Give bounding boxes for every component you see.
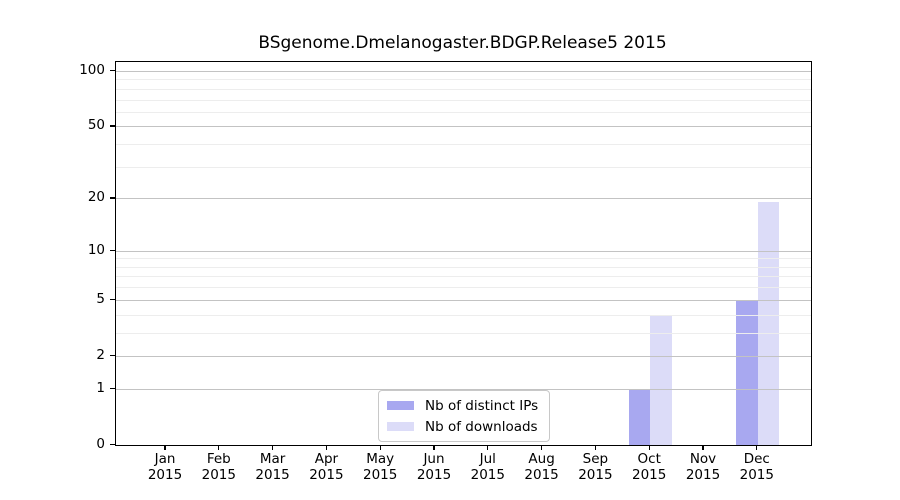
legend: Nb of distinct IPs Nb of downloads [378, 390, 551, 442]
x-axis-tick [648, 445, 650, 450]
y-axis-tick [109, 298, 115, 301]
x-label-month: Jul [479, 451, 496, 467]
minor-gridline [116, 266, 811, 268]
bar-distinct-ips-oct [628, 388, 651, 445]
major-gridline [116, 388, 811, 390]
distinct-ips-swatch-icon [387, 400, 414, 411]
minor-gridline [116, 99, 811, 101]
x-axis-tick-label: Oct 2015 [617, 451, 681, 483]
y-axis-tick-label: 20 [87, 189, 105, 206]
x-label-year: 2015 [255, 466, 290, 483]
x-axis-tick-label: Nov 2015 [671, 451, 735, 483]
x-axis-tick-label: May 2015 [348, 451, 412, 483]
minor-gridline [116, 111, 811, 113]
x-label-month: Jan [154, 451, 176, 467]
x-axis-tick [271, 445, 274, 450]
y-axis-tick-label: 50 [87, 117, 105, 134]
minor-gridline [116, 79, 811, 81]
major-gridline [116, 250, 811, 252]
x-label-year: 2015 [470, 466, 505, 483]
x-axis-tick [325, 445, 328, 450]
major-gridline [116, 299, 811, 301]
major-gridline [116, 355, 811, 357]
x-axis-tick [433, 445, 435, 450]
x-label-year: 2015 [309, 466, 344, 483]
x-label-month: Nov [689, 451, 717, 467]
major-gridline [116, 198, 811, 200]
x-label-month: Aug [528, 451, 555, 467]
x-label-month: Dec [743, 451, 770, 467]
x-label-month: Feb [206, 451, 231, 467]
x-axis-tick-label: Apr 2015 [294, 451, 358, 483]
minor-gridline [116, 144, 811, 146]
x-label-year: 2015 [632, 466, 667, 483]
x-axis-tick [702, 445, 704, 450]
legend-entry: Nb of distinct IPs [387, 395, 538, 416]
y-axis-tick [109, 354, 115, 357]
x-axis-tick [756, 445, 758, 450]
minor-gridline [116, 332, 811, 334]
x-label-month: May [366, 451, 395, 467]
y-axis-tick-label: 10 [87, 241, 105, 258]
x-label-month: Sep [582, 451, 609, 467]
x-axis-tick [594, 445, 597, 450]
legend-label: Nb of distinct IPs [425, 397, 539, 414]
y-axis-tick-label: 100 [79, 62, 105, 78]
y-axis-tick-label: 0 [96, 436, 105, 452]
x-axis-tick-label: Aug 2015 [510, 451, 574, 483]
x-axis-tick-label: Dec 2015 [725, 451, 789, 483]
x-label-year: 2015 [739, 466, 774, 483]
minor-gridline [116, 258, 811, 260]
minor-gridline [116, 276, 811, 278]
x-label-month: Apr [314, 451, 339, 467]
x-label-year: 2015 [201, 466, 236, 483]
x-label-month: Mar [259, 451, 286, 467]
x-label-month: Oct [637, 451, 661, 467]
x-axis-tick [379, 445, 381, 450]
legend-label: Nb of downloads [425, 418, 538, 435]
x-axis-tick-label: Jul 2015 [456, 451, 520, 483]
major-gridline [116, 126, 811, 128]
x-axis-tick [218, 445, 220, 450]
y-axis-tick [109, 249, 115, 252]
x-axis-tick-label: Mar 2015 [241, 451, 305, 483]
x-axis-tick [164, 445, 166, 450]
x-label-year: 2015 [524, 466, 559, 483]
major-gridline [116, 71, 811, 72]
x-axis-tick [487, 445, 489, 450]
bar-downloads-dec [757, 202, 780, 445]
y-axis-tick [109, 444, 115, 446]
bar-downloads-oct [650, 314, 672, 445]
y-axis-tick [109, 125, 115, 127]
minor-gridline [116, 88, 811, 90]
y-axis-tick-label: 5 [96, 290, 105, 307]
y-axis-tick-label: 1 [96, 379, 105, 396]
bar-distinct-ips-dec [736, 299, 758, 445]
x-label-year: 2015 [363, 466, 398, 483]
minor-gridline [116, 287, 811, 289]
y-axis-tick [109, 70, 115, 72]
chart-title: BSgenome.Dmelanogaster.BDGP.Release5 201… [258, 33, 667, 53]
y-axis-tick [109, 197, 115, 199]
x-label-year: 2015 [416, 466, 452, 483]
x-axis-tick-label: Jun 2015 [402, 451, 466, 483]
y-axis-tick-label: 2 [96, 346, 105, 363]
x-axis-tick-label: Feb 2015 [187, 451, 251, 483]
x-label-year: 2015 [147, 466, 183, 483]
x-axis-tick-label: Jan 2015 [133, 451, 197, 483]
x-label-year: 2015 [685, 466, 721, 483]
x-label-year: 2015 [578, 466, 613, 483]
x-axis-tick [540, 445, 543, 450]
minor-gridline [116, 314, 811, 316]
legend-entry: Nb of downloads [387, 416, 538, 437]
minor-gridline [116, 166, 811, 168]
x-axis-tick-label: Sep 2015 [563, 451, 627, 483]
plot-area [115, 61, 812, 446]
downloads-swatch-icon [387, 421, 414, 432]
y-axis-tick [109, 387, 115, 390]
x-label-month: Jun [423, 451, 445, 467]
